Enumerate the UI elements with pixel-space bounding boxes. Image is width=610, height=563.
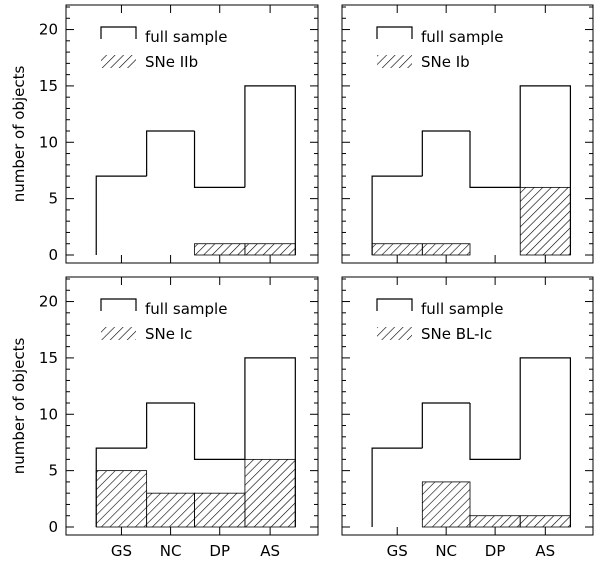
hatched-bar	[520, 516, 570, 527]
hatched-bar	[147, 493, 195, 527]
x-tick-label: DP	[209, 542, 230, 560]
legend-label-full: full sample	[145, 28, 227, 46]
legend-swatch-hatched	[101, 55, 136, 68]
y-tick-label: 0	[48, 246, 58, 264]
outline-bar	[147, 403, 195, 448]
outline-bar	[372, 176, 422, 255]
legend-swatch-hatched	[377, 327, 412, 340]
y-axis-title: number of objects	[10, 66, 28, 203]
outline-bar	[422, 131, 470, 176]
x-tick-label: AS	[535, 542, 555, 560]
x-tick-label: GS	[387, 542, 408, 560]
outline-bar	[195, 131, 245, 187]
y-tick-label: 10	[39, 133, 58, 151]
legend-swatch-outline	[101, 299, 136, 311]
y-tick-label: 15	[39, 77, 58, 95]
outline-bar	[470, 403, 520, 459]
outline-bar	[96, 176, 146, 255]
legend-swatch-hatched	[377, 55, 412, 68]
legend-swatch-outline	[377, 299, 412, 311]
outline-bar	[422, 403, 470, 448]
x-tick-label: GS	[111, 542, 132, 560]
legend-swatch-hatched	[101, 327, 136, 340]
x-tick-label: DP	[485, 542, 506, 560]
legend-label-subsample: SNe BL-Ic	[421, 325, 492, 343]
legend-label-full: full sample	[145, 300, 227, 318]
hatched-bar	[195, 244, 245, 255]
outline-bar	[195, 403, 245, 459]
x-tick-label: AS	[260, 542, 280, 560]
legend-swatch-outline	[101, 27, 136, 39]
hatched-bar	[422, 244, 470, 255]
y-tick-label: 20	[39, 21, 58, 39]
outline-bar	[147, 131, 195, 176]
hatched-bar	[195, 493, 245, 527]
histogram-panel: full sample SNe Ib	[342, 5, 593, 263]
histogram-panel: GS NC DP AS full sample SNe BL-Ic	[342, 277, 593, 560]
x-tick-label: NC	[435, 542, 457, 560]
legend-label-subsample: SNe IIb	[145, 53, 198, 71]
hatched-bar	[245, 244, 295, 255]
y-tick-label: 20	[39, 293, 58, 311]
hatched-bar	[96, 471, 146, 527]
legend-label-full: full sample	[421, 300, 503, 318]
x-tick-label: NC	[160, 542, 182, 560]
hatched-bar	[422, 482, 470, 527]
outline-bar	[520, 358, 570, 527]
hatched-bar	[470, 516, 520, 527]
hatched-bar	[520, 187, 570, 255]
y-tick-label: 5	[48, 190, 58, 208]
y-tick-label: 0	[48, 518, 58, 536]
y-tick-label: 10	[39, 405, 58, 423]
outline-bar	[245, 86, 295, 255]
histogram-panel: 0 5 10 15 20 number of objects full sample SNe …	[10, 5, 318, 264]
outline-bar	[470, 131, 520, 187]
y-axis-title: number of objects	[10, 338, 28, 475]
y-tick-label: 5	[48, 462, 58, 480]
legend-swatch-outline	[377, 27, 412, 39]
hatched-bar	[245, 459, 295, 527]
legend-label-full: full sample	[421, 28, 503, 46]
histogram-panel: 0 5 10 15 20 GS NC DP AS number of objects full sa…	[10, 277, 318, 560]
y-tick-label: 15	[39, 349, 58, 367]
outline-bar	[372, 448, 422, 527]
hatched-bar	[372, 244, 422, 255]
legend-label-subsample: SNe Ic	[145, 325, 192, 343]
legend-label-subsample: SNe Ib	[421, 53, 470, 71]
